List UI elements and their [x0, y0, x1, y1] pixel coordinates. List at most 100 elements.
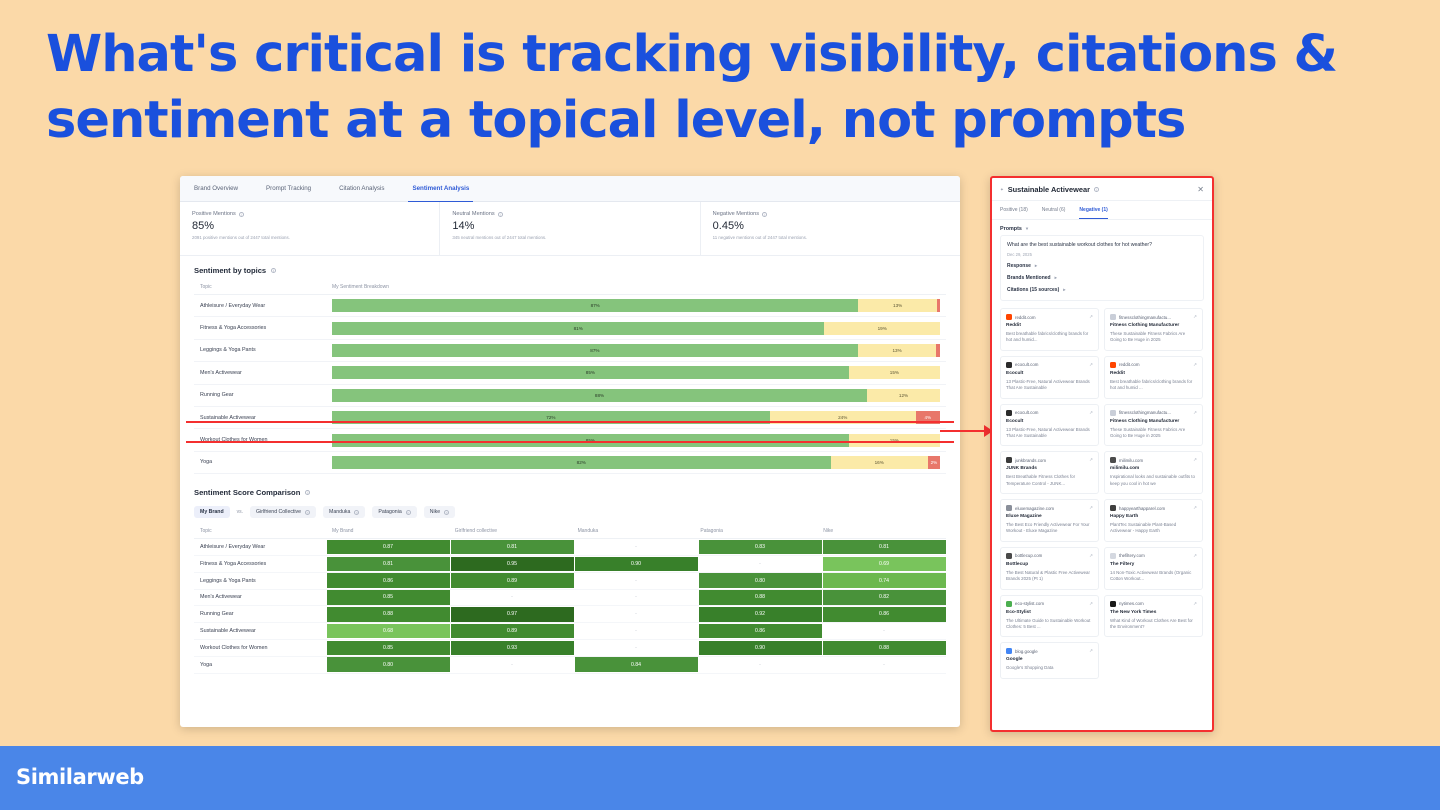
citation-card[interactable]: fitnessclothingmanufactu... ↗ Fitness Clot… [1104, 403, 1203, 447]
citation-card[interactable]: nytimes.com ↗ The New York Times What Kind … [1104, 594, 1203, 638]
prompt-accordion[interactable]: Brands Mentioned ▸ [1007, 275, 1197, 281]
sentiment-section-title-text: Sentiment by topics [194, 266, 267, 275]
citation-card[interactable]: junkbrands.com ↗ JUNK Brands Best Breathabl… [1000, 451, 1099, 494]
comparison-column-header: Topic [200, 528, 212, 535]
prompt-accordion[interactable]: Response ▸ [1007, 263, 1197, 269]
tab-prompt-tracking[interactable]: Prompt Tracking [266, 185, 312, 192]
score-cell: 0.89 [450, 573, 574, 588]
citation-name: The Filtery [1110, 561, 1135, 567]
info-icon[interactable]: i [305, 490, 311, 496]
table-row[interactable]: Workout Clothes for Women 0.85 0.93-0.90 0.… [194, 640, 946, 657]
citation-description: The Ultimate Guide to Sustainable Workou… [1006, 617, 1091, 629]
external-link-icon[interactable]: ↗ [1089, 505, 1093, 510]
table-row[interactable]: Running Gear 88% 12% [194, 385, 946, 407]
external-link-icon[interactable]: ↗ [1089, 648, 1093, 654]
comparison-column-header: Manduka [577, 528, 599, 535]
citation-card[interactable]: ecocult.com ↗ Ecocult 13 Plastic-Free, Natu… [1000, 355, 1099, 399]
info-icon[interactable]: i [762, 211, 767, 217]
external-link-icon[interactable]: ↗ [1089, 361, 1093, 367]
close-icon[interactable]: ✕ [1197, 184, 1204, 194]
table-row[interactable]: Yoga 0.80-0.84- - [194, 657, 946, 674]
citation-card[interactable]: fitnessclothingmanufactu... ↗ Fitness Clot… [1104, 308, 1203, 351]
detail-tab[interactable]: Neutral (6) [1041, 207, 1066, 213]
table-row[interactable]: Workout Clothes for Women 85% 15% [194, 429, 946, 452]
citation-card[interactable]: blog.google ↗ Google Google's Shopping Data [1000, 642, 1099, 679]
external-link-icon[interactable]: ↗ [1089, 552, 1093, 558]
chevron-down-icon: ▾ [1025, 226, 1029, 231]
info-icon[interactable]: i [497, 211, 503, 217]
tab-brand-overview[interactable]: Brand Overview [194, 185, 239, 192]
citation-card[interactable]: eluxemagazine.com ↗ Eluxe Magazine The Best… [1000, 499, 1099, 542]
citation-description: Best Breathable Fitness Clothes for Temp… [1006, 474, 1076, 486]
citation-domain: eco-stylist.com [1015, 601, 1045, 606]
stacked-bar: 85% 15% [332, 433, 940, 447]
citation-card[interactable]: reddit.com ↗ Reddit Best breathable fabrics… [1000, 308, 1099, 351]
detail-tab[interactable]: Negative (1) [1079, 207, 1108, 219]
external-link-icon[interactable]: ↗ [1193, 552, 1197, 558]
table-row[interactable]: Running Gear 0.88 0.97-0.92 0.86 [194, 606, 946, 624]
close-icon[interactable]: × [405, 509, 411, 515]
table-row[interactable]: Fitness & Yoga Accessories 0.81 0.95 0.90-0… [194, 556, 946, 573]
info-icon[interactable]: i [238, 211, 244, 217]
tab-sentiment-analysis[interactable]: Sentiment Analysis [408, 176, 474, 202]
brand-chip[interactable]: Patagonia × [372, 506, 417, 519]
table-row[interactable]: Men's Activewear 85% 15% [194, 362, 946, 385]
external-link-icon[interactable]: ↗ [1193, 505, 1197, 510]
brand-chip[interactable]: Manduka × [323, 506, 366, 519]
row-topic-label: Athleisure / Everyday Wear [200, 302, 266, 309]
detail-tab[interactable]: Positive (18) [1000, 207, 1028, 213]
stacked-bar: 85% 15% [332, 366, 940, 380]
citation-card[interactable]: ecocult.com ↗ Ecocult 13 Plastic-Free, Natu… [1000, 403, 1099, 447]
external-link-icon[interactable]: ↗ [1193, 409, 1197, 415]
tab-citation-analysis[interactable]: Citation Analysis [339, 185, 385, 192]
bar-segment-positive: 88% [332, 388, 868, 402]
close-icon[interactable]: × [444, 509, 450, 515]
external-link-icon[interactable]: ↗ [1193, 457, 1197, 463]
table-row[interactable]: Men's Activewear 0.85- -0.88 0.82 [194, 590, 946, 607]
score-cell: - [698, 657, 822, 672]
prompt-accordion[interactable]: Citations (15 sources) ▸ [1007, 287, 1197, 293]
external-link-icon[interactable]: ↗ [1089, 409, 1093, 415]
comparison-column-header: My Brand [332, 528, 354, 535]
info-icon[interactable]: i [271, 268, 277, 273]
close-icon[interactable]: × [354, 509, 360, 515]
table-row[interactable]: Fitness & Yoga Accessories 81% 19% [194, 317, 946, 340]
sentiment-rows: Athleisure / Everyday Wear 87% 13% Fitness … [194, 295, 946, 475]
score-cell: - [822, 623, 946, 639]
table-row[interactable]: Sustainable Activewear 0.68 0.89-0.86- [194, 623, 946, 640]
brand-chip[interactable]: Girlfriend Collective × [250, 506, 317, 519]
citation-domain: milimilu.com [1119, 457, 1144, 463]
citation-card[interactable]: milimilu.com ↗ milimilu.com Inspirational l… [1104, 451, 1203, 494]
external-link-icon[interactable]: ↗ [1089, 600, 1093, 606]
score-cell: 0.85 [326, 590, 450, 605]
citation-card-header: fitnessclothingmanufactu... ↗ [1110, 314, 1197, 320]
citation-name: Happy Earth [1110, 514, 1139, 519]
citation-card[interactable]: thefiltery.com ↗ The Filtery 14 Non-Toxic A… [1104, 546, 1203, 590]
citation-card[interactable]: happyearthapparel.com ↗ Happy Earth PlantTe… [1104, 499, 1203, 542]
table-row[interactable]: Athleisure / Everyday Wear 0.87 0.81-0.83 0… [194, 539, 946, 556]
citation-card[interactable]: reddit.com ↗ Reddit Best breathable fabrics… [1104, 355, 1203, 399]
detail-panel-header: ✦ Sustainable Activewear i ✕ [992, 178, 1212, 201]
info-icon[interactable]: i [1093, 187, 1099, 192]
detail-panel-title: Sustainable Activewear [1007, 185, 1090, 194]
table-row[interactable]: Yoga 82% 16% 2% [194, 452, 946, 475]
external-link-icon[interactable]: ↗ [1193, 314, 1197, 319]
prompts-header[interactable]: Prompts ▾ [992, 220, 1212, 235]
brand-chip[interactable]: Nike × [423, 506, 456, 519]
external-link-icon[interactable]: ↗ [1089, 314, 1093, 319]
table-row[interactable]: Sustainable Activewear 72% 24% 4% [194, 407, 946, 430]
row-topic-label: Leggings & Yoga Pants [200, 577, 256, 584]
citation-card-header: junkbrands.com ↗ [1006, 457, 1093, 464]
external-link-icon[interactable]: ↗ [1193, 600, 1197, 606]
table-row[interactable]: Leggings & Yoga Pants 87% 13% [194, 340, 946, 363]
table-row[interactable]: Athleisure / Everyday Wear 87% 13% [194, 295, 946, 318]
close-icon[interactable]: × [305, 509, 311, 515]
external-link-icon[interactable]: ↗ [1089, 457, 1093, 463]
brand-chip[interactable]: My Brand [194, 506, 230, 519]
citation-card[interactable]: bottlecup.com ↗ Bottlecup The Best Natural … [1000, 546, 1099, 590]
external-link-icon[interactable]: ↗ [1193, 361, 1197, 367]
citation-description: 13 Plastic-Free, Natural Activewear Bran… [1006, 378, 1090, 391]
citation-card[interactable]: eco-stylist.com ↗ Eco-Stylist The Ultimate … [1000, 594, 1099, 638]
citation-domain: thefiltery.com [1119, 553, 1145, 559]
table-row[interactable]: Leggings & Yoga Pants 0.86 0.89-0.80 0.74 [194, 573, 946, 590]
